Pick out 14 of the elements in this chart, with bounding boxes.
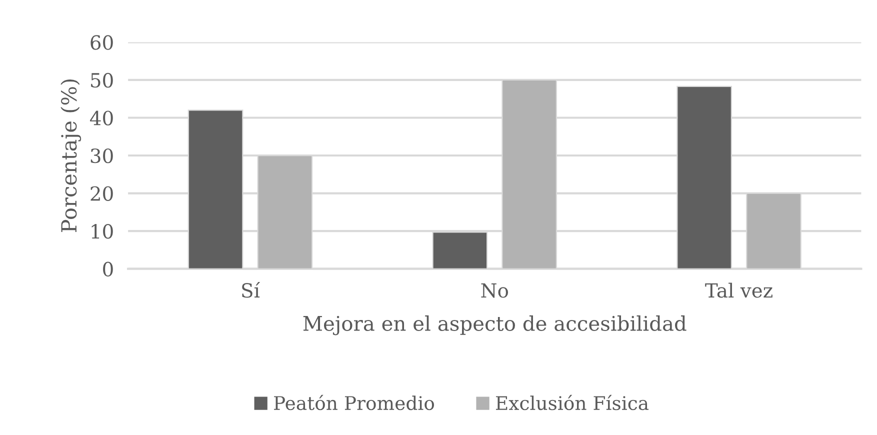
- y-tick-label: 30: [90, 148, 113, 164]
- y-tick-label: 40: [90, 110, 113, 126]
- y-tick-label: 10: [92, 224, 113, 239]
- y-tick-label: 20: [90, 186, 113, 201]
- y-tick-label: 60: [90, 35, 113, 50]
- x-tick-label: Sí: [242, 282, 260, 298]
- legend-label: Exclusión Física: [496, 394, 649, 410]
- y-tick-label: 50: [91, 72, 113, 88]
- legend-label: Peatón Promedio: [274, 394, 434, 410]
- x-axis-title: Mejora en el aspecto de accesibilidad: [303, 315, 686, 336]
- y-axis-title: Porcentaje (%): [60, 79, 82, 232]
- x-tick-label: No: [481, 283, 508, 298]
- y-tick-label: 0: [103, 262, 113, 276]
- x-tick-label: Tal vez: [705, 282, 772, 298]
